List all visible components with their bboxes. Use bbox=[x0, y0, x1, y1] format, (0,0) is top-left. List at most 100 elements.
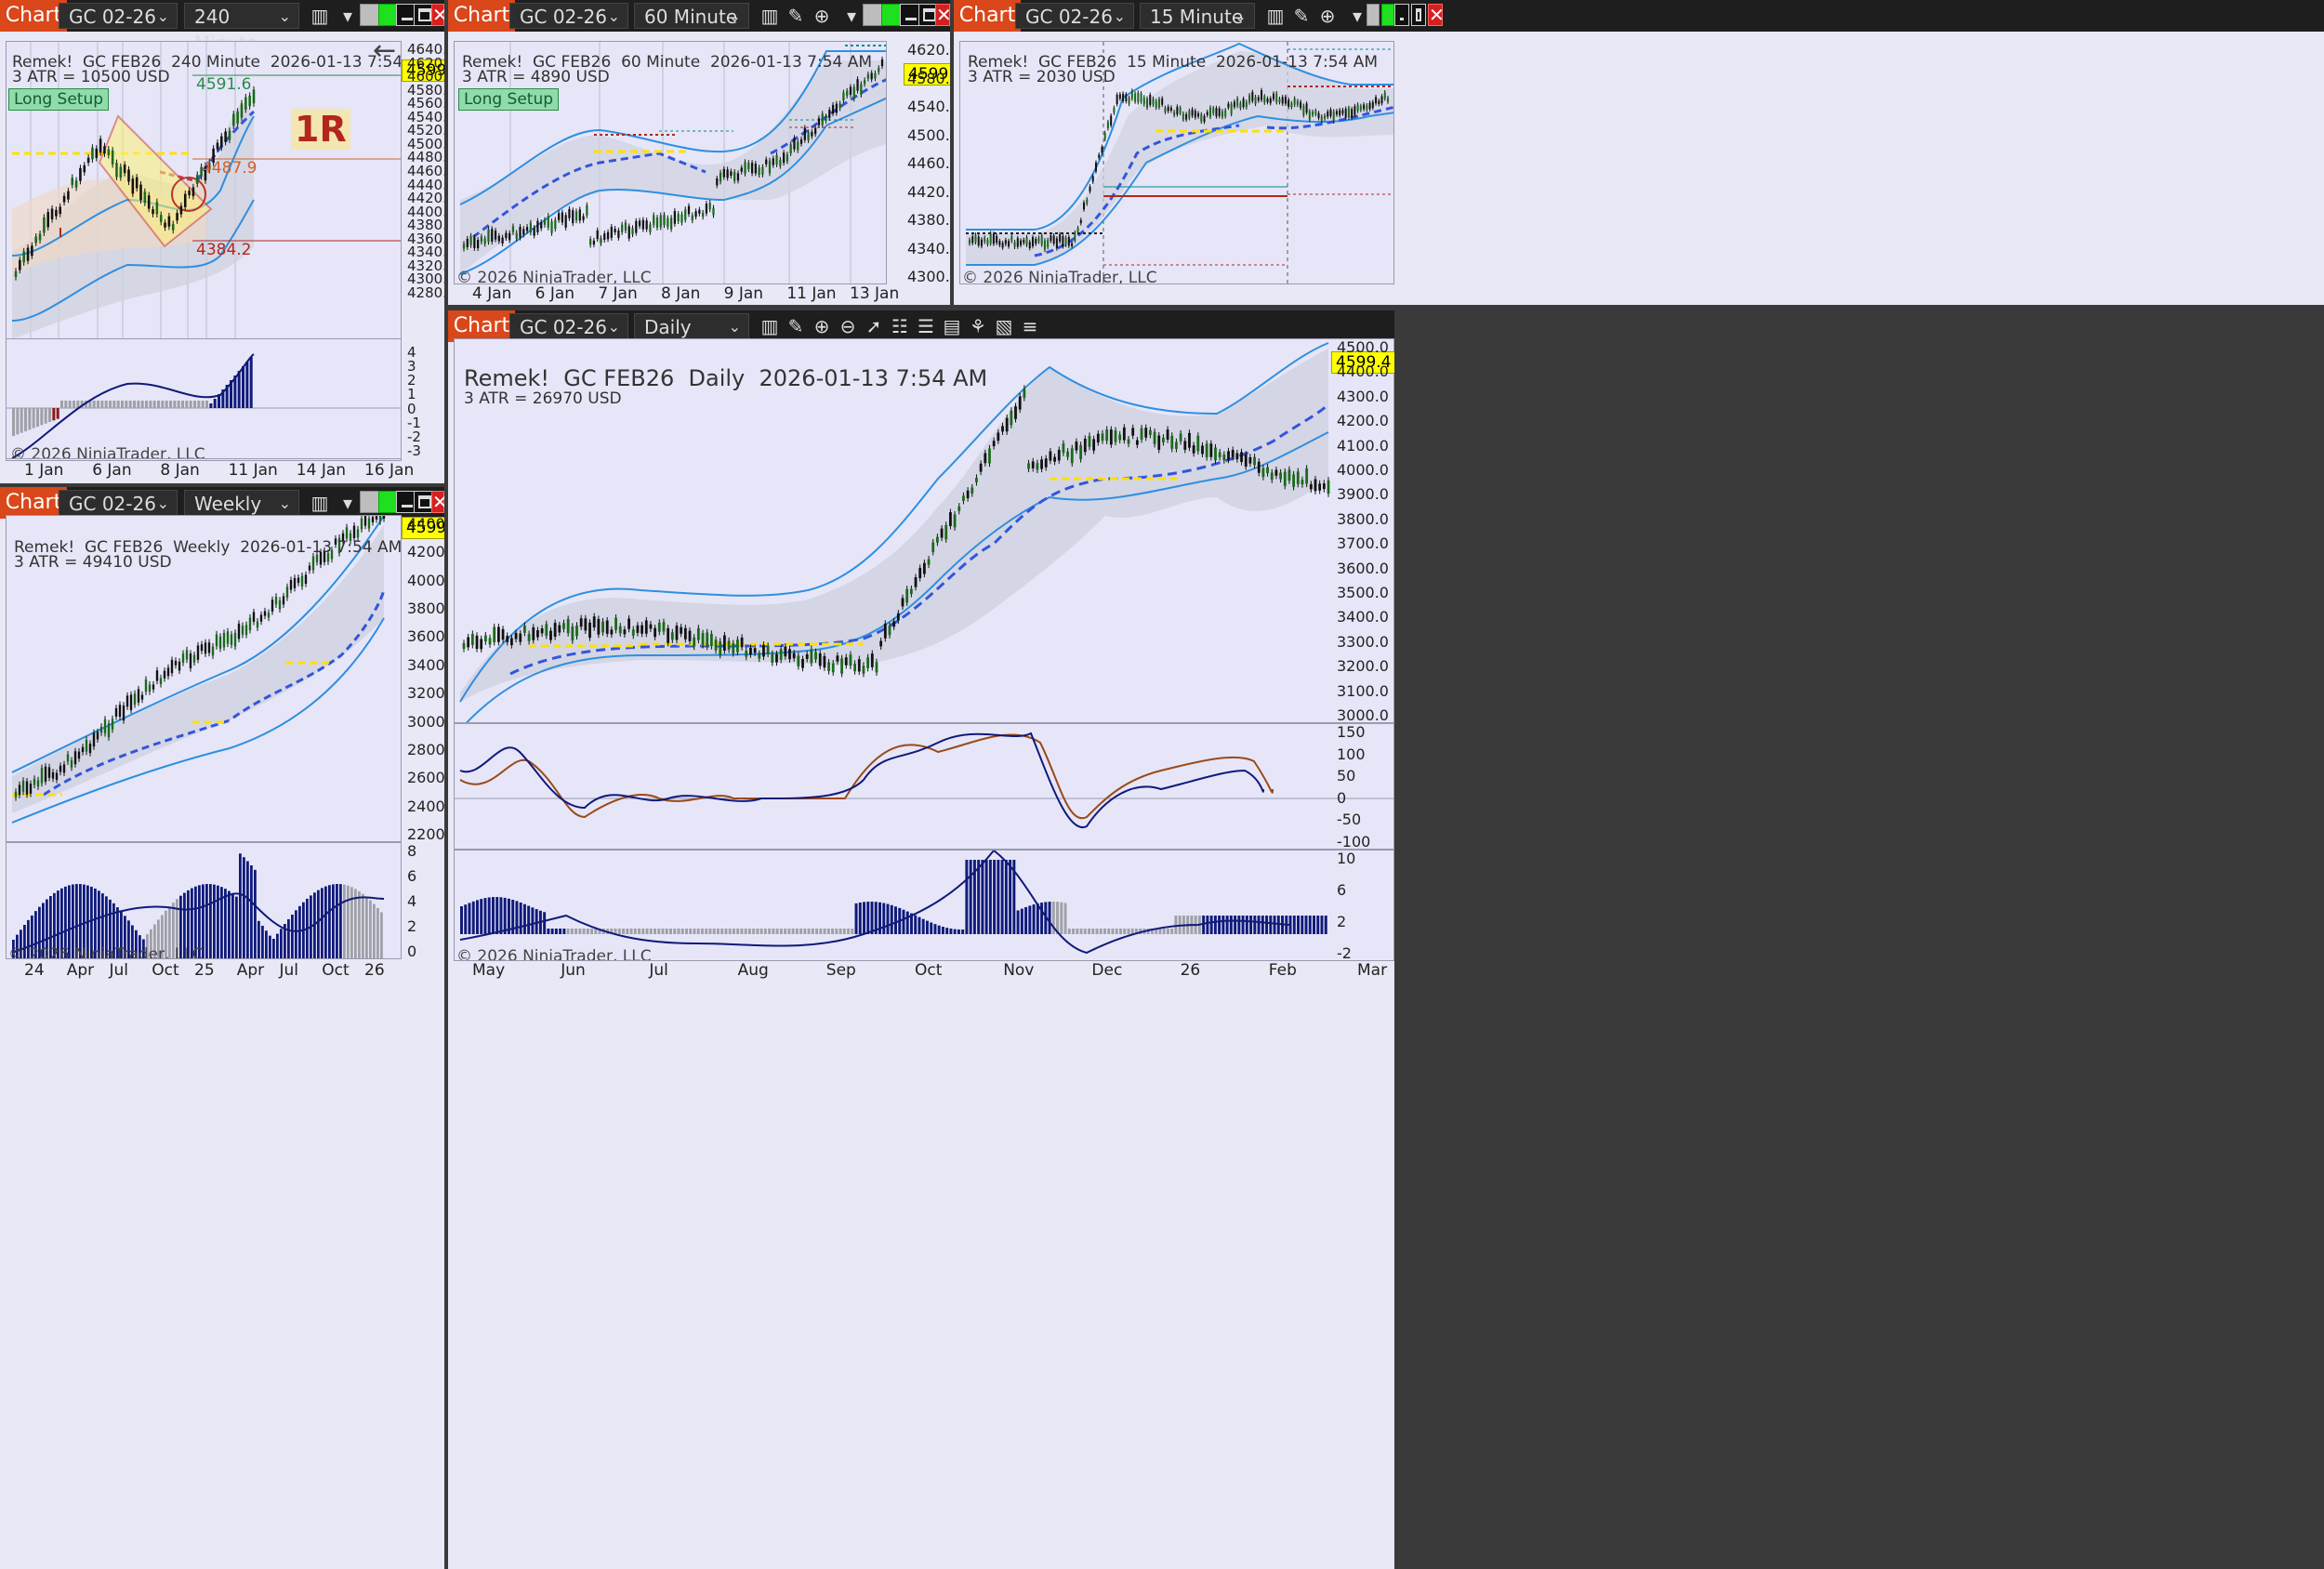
oscillator-panel[interactable] bbox=[454, 723, 1394, 850]
y-tick-label: 6 bbox=[1337, 881, 1347, 899]
y-tick-label: 4000.0 bbox=[1337, 461, 1389, 479]
data-box-icon[interactable]: ☷ bbox=[891, 315, 908, 337]
chart-title: Remek! GC FEB26 Daily 2026-01-13 7:54 AM bbox=[464, 365, 988, 391]
y-tick-label: 4200.0 bbox=[1337, 412, 1389, 430]
y-tick-label: 4600.0 bbox=[407, 68, 444, 86]
oscillator-panel[interactable]: © 2026 NinjaTrader, LLC bbox=[6, 338, 402, 459]
close-button[interactable]: ✕ bbox=[431, 491, 444, 513]
price-panel[interactable]: Remek! GC FEB26 60 Minute 2026-01-13 7:5… bbox=[454, 41, 887, 284]
y-tick-label: 3100.0 bbox=[1337, 681, 1389, 700]
strategies-icon[interactable]: ⚘ bbox=[970, 315, 986, 337]
r-badge: 1R bbox=[291, 109, 350, 150]
bar-style-icon[interactable]: ▥ bbox=[310, 492, 329, 514]
period-select[interactable]: 60 Minute ⌄ bbox=[634, 3, 749, 29]
y-tick-label: 0 bbox=[1337, 788, 1347, 807]
copyright: © 2026 NinjaTrader, LLC bbox=[8, 945, 204, 959]
y-tick-label: 3400.0 bbox=[407, 655, 444, 674]
period-select[interactable]: 240 Minute⌄ bbox=[184, 3, 299, 54]
y-tick-label: 4480.0 bbox=[407, 149, 444, 166]
y-tick-label: 3900.0 bbox=[1337, 485, 1389, 504]
back-arrow-icon[interactable]: ← bbox=[373, 41, 397, 67]
period-select[interactable]: Weekly ⌄ bbox=[184, 490, 299, 516]
y-tick-label: 3200.0 bbox=[1337, 657, 1389, 676]
y-axis: 4500.0 4400.0 4300.0 4200.0 4100.0 4000.0 3900… bbox=[1335, 338, 1391, 724]
dropdown-arrow-icon[interactable]: ▾ bbox=[1352, 5, 1363, 27]
chevron-down-icon: ⌄ bbox=[607, 318, 620, 336]
dropdown-arrow-icon[interactable]: ▾ bbox=[342, 492, 353, 514]
x-tick-label: 8 Jan bbox=[160, 461, 200, 480]
properties-icon[interactable]: ☰ bbox=[918, 315, 934, 337]
bar-style-icon[interactable]: ▥ bbox=[760, 5, 779, 27]
instrument-select[interactable]: GC 02-26 ⌄ bbox=[509, 313, 628, 339]
y-tick-label: 0 bbox=[407, 400, 416, 417]
close-button[interactable]: ✕ bbox=[935, 4, 950, 26]
pencil-icon[interactable]: ✎ bbox=[1293, 5, 1310, 27]
gray-button[interactable] bbox=[1367, 4, 1380, 26]
zoom-out-icon[interactable]: ⊖ bbox=[839, 315, 856, 337]
y-axis: 4620.0 4580.0 4540.0 4500.0 4460.0 4420.0 4380… bbox=[905, 41, 950, 285]
y-tick-label: 4640.0 bbox=[407, 41, 444, 58]
bar-style-icon[interactable]: ▥ bbox=[1266, 5, 1285, 27]
y-tick-label: 4580.0 bbox=[907, 69, 950, 87]
price-chart bbox=[11, 42, 401, 460]
period-value: 15 Minute bbox=[1150, 6, 1244, 28]
osc2-axis: 10 6 2 -2 bbox=[1335, 850, 1391, 962]
period-select[interactable]: 15 Minute ⌄ bbox=[1140, 3, 1255, 29]
y-tick-label: 4500.0 bbox=[1337, 338, 1389, 356]
volume-panel[interactable]: © 2026 NinjaTrader, LLC bbox=[454, 850, 1394, 961]
close-button[interactable]: ✕ bbox=[431, 4, 444, 26]
dropdown-arrow-icon[interactable]: ▾ bbox=[846, 5, 857, 27]
y-tick-label: 4620.0 bbox=[407, 54, 444, 72]
dropdown-arrow-icon[interactable]: ▾ bbox=[342, 5, 353, 27]
x-tick-label: Oct bbox=[152, 961, 179, 980]
instrument-value: GC 02-26 bbox=[1025, 6, 1113, 28]
oscillator-chart bbox=[455, 732, 1393, 829]
x-tick-label: Oct bbox=[322, 961, 350, 980]
instrument-select[interactable]: GC 02-26 ⌄ bbox=[1015, 3, 1134, 29]
pointer-icon[interactable]: ➚ bbox=[865, 315, 882, 337]
oscillator-panel[interactable]: © 2026 NinjaTrader, LLC bbox=[6, 842, 402, 959]
templates-icon[interactable]: ▤ bbox=[943, 315, 961, 337]
chart-window-240min: Chart GC 02-26⌄ 240 Minute⌄ ▥ ▾ ✕ bbox=[0, 0, 444, 483]
chart-tab[interactable]: Chart bbox=[448, 0, 515, 32]
period-select[interactable]: Daily ⌄ bbox=[634, 313, 749, 339]
link-green-button[interactable] bbox=[1381, 4, 1394, 26]
toolbar: ✕ bbox=[1394, 0, 2324, 32]
x-tick-label: 13 Jan bbox=[850, 284, 900, 303]
bar-style-icon[interactable]: ▥ bbox=[760, 315, 779, 337]
x-tick-label: Apr bbox=[236, 961, 265, 980]
y-tick-label: 4560.0 bbox=[407, 95, 444, 112]
instrument-select[interactable]: GC 02-26 ⌄ bbox=[59, 3, 178, 29]
y-tick-label: 3600.0 bbox=[407, 627, 444, 646]
price-panel[interactable]: Remek! GC FEB26 Weekly 2026-01-13 7:54 A… bbox=[6, 515, 402, 842]
y-tick-label: 4300.0 bbox=[907, 268, 950, 285]
chart-tab[interactable]: Chart bbox=[0, 487, 67, 519]
chart-tab[interactable]: Chart bbox=[448, 310, 515, 342]
atr-label: 3 ATR = 49410 USD bbox=[14, 553, 172, 572]
pencil-icon[interactable]: ✎ bbox=[787, 315, 804, 337]
zoom-in-icon[interactable]: ⊕ bbox=[813, 5, 830, 27]
indicators-icon[interactable]: ▧ bbox=[995, 315, 1013, 337]
x-tick-label: 16 Jan bbox=[364, 461, 415, 480]
instrument-select[interactable]: GC 02-26 ⌄ bbox=[509, 3, 628, 29]
y-tick-label: 4440.0 bbox=[407, 176, 444, 193]
y-tick-label: 10 bbox=[1337, 850, 1356, 867]
toolbar: Chart GC 02-26 ⌄ Daily ⌄ ▥ ✎ ⊕ ⊖ ➚ ☷ ☰ ▤ ⚘… bbox=[448, 310, 1394, 342]
price-panel[interactable]: Remek! GC FEB26 15 Minute 2026-01-13 7:5… bbox=[959, 41, 1394, 284]
x-tick-label: Oct bbox=[915, 961, 943, 980]
close-button[interactable]: ✕ bbox=[1428, 4, 1445, 26]
minimize-button[interactable] bbox=[1394, 4, 1409, 26]
chart-tab[interactable]: Chart bbox=[0, 0, 67, 32]
chart-tab[interactable]: Chart bbox=[954, 0, 1021, 32]
zoom-in-icon[interactable]: ⊕ bbox=[813, 315, 830, 337]
toolbar: Chart GC 02-26 ⌄ Weekly ⌄ ▥ ▾ ✕ bbox=[0, 487, 444, 519]
chart-title: Remek! GC FEB26 Weekly 2026-01-13 7:54 A… bbox=[14, 538, 402, 557]
zoom-in-icon[interactable]: ⊕ bbox=[1319, 5, 1336, 27]
instrument-select[interactable]: GC 02-26 ⌄ bbox=[59, 490, 178, 516]
price-chart bbox=[11, 516, 386, 824]
bar-style-icon[interactable]: ▥ bbox=[310, 5, 329, 27]
list-icon[interactable]: ≡ bbox=[1022, 315, 1038, 337]
price-panel[interactable]: Remek! GC FEB26 Daily 2026-01-13 7:54 AM… bbox=[454, 338, 1394, 723]
pencil-icon[interactable]: ✎ bbox=[787, 5, 804, 27]
maximize-button[interactable] bbox=[1411, 4, 1426, 26]
